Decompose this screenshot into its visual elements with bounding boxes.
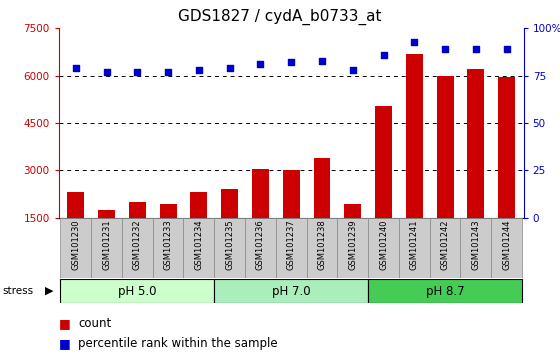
Bar	[498, 77, 515, 218]
Point	[441, 46, 450, 52]
Point	[71, 65, 80, 71]
Bar	[314, 158, 330, 218]
FancyBboxPatch shape	[153, 218, 184, 278]
Text: pH 8.7: pH 8.7	[426, 285, 464, 298]
FancyBboxPatch shape	[368, 218, 399, 278]
Bar	[98, 210, 115, 218]
Text: count: count	[78, 318, 111, 330]
Bar	[190, 193, 207, 218]
Text: stress: stress	[3, 286, 34, 296]
Text: percentile rank within the sample: percentile rank within the sample	[78, 337, 278, 350]
Text: GSM101232: GSM101232	[133, 219, 142, 270]
Bar	[344, 204, 361, 218]
Text: GSM101234: GSM101234	[194, 219, 203, 270]
FancyBboxPatch shape	[60, 218, 91, 278]
FancyBboxPatch shape	[399, 218, 430, 278]
Point	[102, 69, 111, 75]
Point	[348, 67, 357, 73]
FancyBboxPatch shape	[245, 218, 276, 278]
Bar	[129, 202, 146, 218]
FancyBboxPatch shape	[214, 279, 368, 303]
Text: GSM101241: GSM101241	[410, 219, 419, 270]
Text: GSM101240: GSM101240	[379, 219, 388, 270]
FancyBboxPatch shape	[91, 218, 122, 278]
Text: GSM101236: GSM101236	[256, 219, 265, 270]
FancyBboxPatch shape	[214, 218, 245, 278]
Bar	[437, 76, 454, 218]
Point	[194, 67, 203, 73]
Bar	[221, 189, 238, 218]
Bar	[406, 53, 423, 218]
Text: ▶: ▶	[45, 286, 54, 296]
FancyBboxPatch shape	[368, 279, 522, 303]
Point	[318, 58, 326, 63]
Text: GSM101243: GSM101243	[472, 219, 480, 270]
FancyBboxPatch shape	[337, 218, 368, 278]
Point	[225, 65, 234, 71]
FancyBboxPatch shape	[122, 218, 153, 278]
Text: pH 5.0: pH 5.0	[118, 285, 157, 298]
FancyBboxPatch shape	[184, 218, 214, 278]
Point	[256, 62, 265, 67]
FancyBboxPatch shape	[491, 218, 522, 278]
Text: GSM101242: GSM101242	[441, 219, 450, 270]
Text: GSM101237: GSM101237	[287, 219, 296, 270]
Text: GSM101231: GSM101231	[102, 219, 111, 270]
FancyBboxPatch shape	[60, 279, 214, 303]
Text: GDS1827 / cydA_b0733_at: GDS1827 / cydA_b0733_at	[178, 9, 382, 25]
Text: ■: ■	[59, 318, 70, 330]
Text: pH 7.0: pH 7.0	[272, 285, 310, 298]
Point	[410, 39, 419, 44]
Point	[133, 69, 142, 75]
Text: GSM101238: GSM101238	[318, 219, 326, 270]
Text: GSM101233: GSM101233	[164, 219, 172, 270]
Text: GSM101235: GSM101235	[225, 219, 234, 270]
FancyBboxPatch shape	[306, 218, 337, 278]
Point	[502, 46, 511, 52]
Point	[379, 52, 388, 58]
FancyBboxPatch shape	[430, 218, 460, 278]
Point	[287, 59, 296, 65]
Point	[472, 46, 480, 52]
Bar	[252, 169, 269, 218]
Point	[164, 69, 172, 75]
FancyBboxPatch shape	[460, 218, 491, 278]
Text: GSM101244: GSM101244	[502, 219, 511, 270]
Bar	[67, 193, 84, 218]
Bar	[375, 105, 392, 218]
Text: GSM101230: GSM101230	[71, 219, 80, 270]
Text: ■: ■	[59, 337, 70, 350]
Bar	[160, 204, 176, 218]
Text: GSM101239: GSM101239	[348, 219, 357, 270]
Bar	[283, 170, 300, 218]
FancyBboxPatch shape	[276, 218, 306, 278]
Bar	[468, 69, 484, 218]
